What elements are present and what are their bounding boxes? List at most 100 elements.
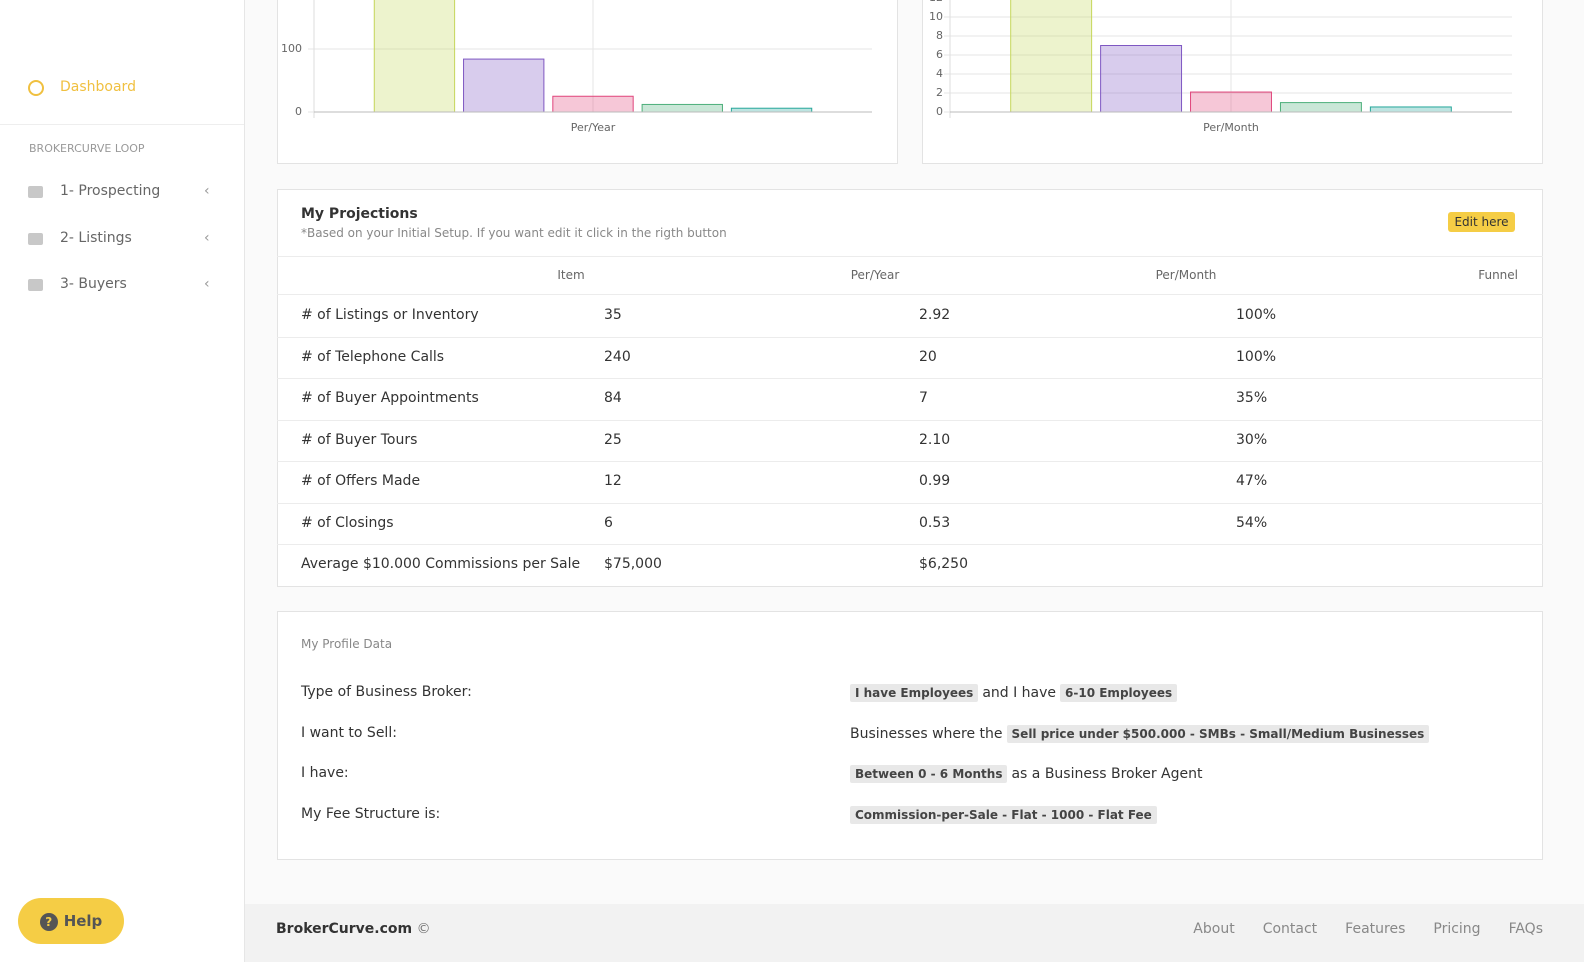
column-header: Per/Month [1155, 268, 1217, 282]
text: and I have [982, 685, 1057, 701]
table-cell: 12 [604, 473, 622, 489]
row-line [277, 419, 1543, 421]
chart-per-year: 0 100 Per/Year [277, 0, 898, 164]
profile-label: My Fee Structure is: [301, 806, 441, 823]
help-button[interactable]: ? Help [18, 898, 124, 944]
table-cell: 25 [604, 431, 622, 448]
row-line [277, 378, 1543, 379]
bar [552, 95, 634, 113]
table-cell: $75,000 [604, 556, 662, 572]
footer-link[interactable]: About [1193, 921, 1235, 937]
y-tick-label: 2 [936, 86, 943, 99]
footer-link[interactable]: Contact [1262, 921, 1318, 937]
y-tick-label: 12 [929, 0, 943, 4]
chart-per-month: 0 2 4 6 8 10 12 Per/Month [922, 0, 1543, 164]
y-tick-label: 10 [929, 10, 943, 23]
y-tick-label: 8 [936, 29, 943, 42]
badge: 6-10 Employees [1060, 684, 1178, 702]
menu-icon [28, 279, 43, 291]
footer-brand-line: BrokerCurve.com © [276, 921, 431, 937]
panel-border [277, 0, 898, 164]
y-tick-label: 4 [936, 67, 943, 80]
bar [373, 0, 456, 113]
profile-label: I have: [301, 765, 349, 782]
text: as a Business Broker Agent [1011, 766, 1203, 783]
projections-title: My Projections [301, 206, 418, 222]
table-cell: 35 [604, 307, 622, 323]
table-cell: 240 [604, 348, 631, 365]
table-cell: 54% [1236, 514, 1268, 531]
table-cell: # of Closings [301, 514, 394, 531]
table-cell: Average $10.000 Commissions per Sale [301, 556, 581, 572]
table-cell: 84 [604, 390, 622, 406]
sidebar: Dashboard BROKERCURVE LOOP 1- Prospectin… [0, 0, 245, 962]
divider [0, 124, 244, 125]
footer-link[interactable]: FAQs [1508, 921, 1543, 937]
footer-link[interactable]: Features [1345, 921, 1406, 937]
badge: Sell price under $500.000 - SMBs - Small… [1006, 724, 1430, 743]
profile-title: My Profile Data [301, 637, 393, 651]
footer-link[interactable]: Pricing [1433, 921, 1481, 937]
table-cell: 35% [1236, 390, 1268, 406]
bar [1369, 106, 1452, 113]
bar [1190, 91, 1272, 113]
row-line [277, 461, 1543, 462]
table-cell: $6,250 [919, 556, 968, 572]
projections-subtitle: *Based on your Initial Setup. If you wan… [301, 226, 727, 240]
profile-value: I have Employees and I have 6-10 Employees [850, 684, 1181, 702]
table-cell: # of Telephone Calls [301, 348, 445, 365]
menu-chevron: ‹ [204, 276, 210, 292]
column-header: Funnel [1478, 268, 1518, 282]
row-line [277, 294, 1543, 295]
table-cell: 2.10 [919, 431, 951, 448]
badge: Commission-per-Sale - Flat - 1000 - Flat… [850, 806, 1157, 825]
table-cell: 47% [1236, 473, 1268, 489]
edit-button[interactable]: Edit here [1448, 212, 1515, 232]
panel-border [922, 0, 1543, 164]
menu-item[interactable]: 1- Prospecting [60, 183, 161, 199]
bar [1100, 45, 1183, 113]
profile-label: I want to Sell: [301, 724, 397, 741]
table-cell: # of Buyer Appointments [301, 390, 479, 406]
table-cell: 6 [604, 514, 613, 531]
badge: I have Employees [850, 684, 979, 702]
bar [1010, 0, 1093, 113]
help-label: Help [63, 912, 103, 930]
x-tick-label: Per/Month [1203, 121, 1259, 134]
dashboard-link[interactable]: Dashboard [60, 79, 136, 95]
menu-item[interactable]: 2- Listings [60, 229, 132, 246]
table-cell: # of Offers Made [301, 473, 421, 489]
table-cell: 30% [1236, 431, 1268, 448]
table-cell: 0.53 [919, 514, 951, 531]
projections-panel [277, 189, 1543, 587]
row-line [277, 256, 1543, 257]
profile-value: Between 0 - 6 Months as a Business Broker… [850, 765, 1207, 784]
footer-links: About Contact Features Pricing FAQs [1193, 921, 1543, 937]
profile-label: Type of Business Broker: [301, 684, 472, 700]
footer [245, 904, 1584, 962]
footer-copy: © [416, 921, 431, 937]
table-cell: 0.99 [919, 473, 951, 489]
table-cell: # of Listings or Inventory [301, 307, 479, 323]
bar [1279, 102, 1362, 113]
bar [730, 107, 813, 113]
y-tick-label: 6 [936, 48, 943, 61]
x-tick-label: Per/Year [571, 121, 616, 134]
row-line [277, 502, 1543, 504]
menu-item[interactable]: 3- Buyers [60, 276, 127, 292]
table-cell: 2.92 [919, 307, 951, 323]
menu-chevron: ‹ [204, 229, 210, 246]
y-tick-label: 0 [295, 105, 302, 118]
section-title: BROKERCURVE LOOP [29, 142, 145, 155]
profile-value: Commission-per-Sale - Flat - 1000 - Flat… [850, 806, 1161, 825]
footer-brand: BrokerCurve.com [276, 921, 413, 937]
row-line [277, 544, 1543, 545]
column-header: Item [557, 268, 585, 282]
table-cell: 7 [919, 390, 928, 406]
text: Businesses where the [850, 725, 1003, 742]
row-line [277, 336, 1543, 338]
table-cell: 100% [1236, 307, 1277, 323]
column-header: Per/Year [850, 268, 900, 282]
table-cell: # of Buyer Tours [301, 431, 418, 448]
